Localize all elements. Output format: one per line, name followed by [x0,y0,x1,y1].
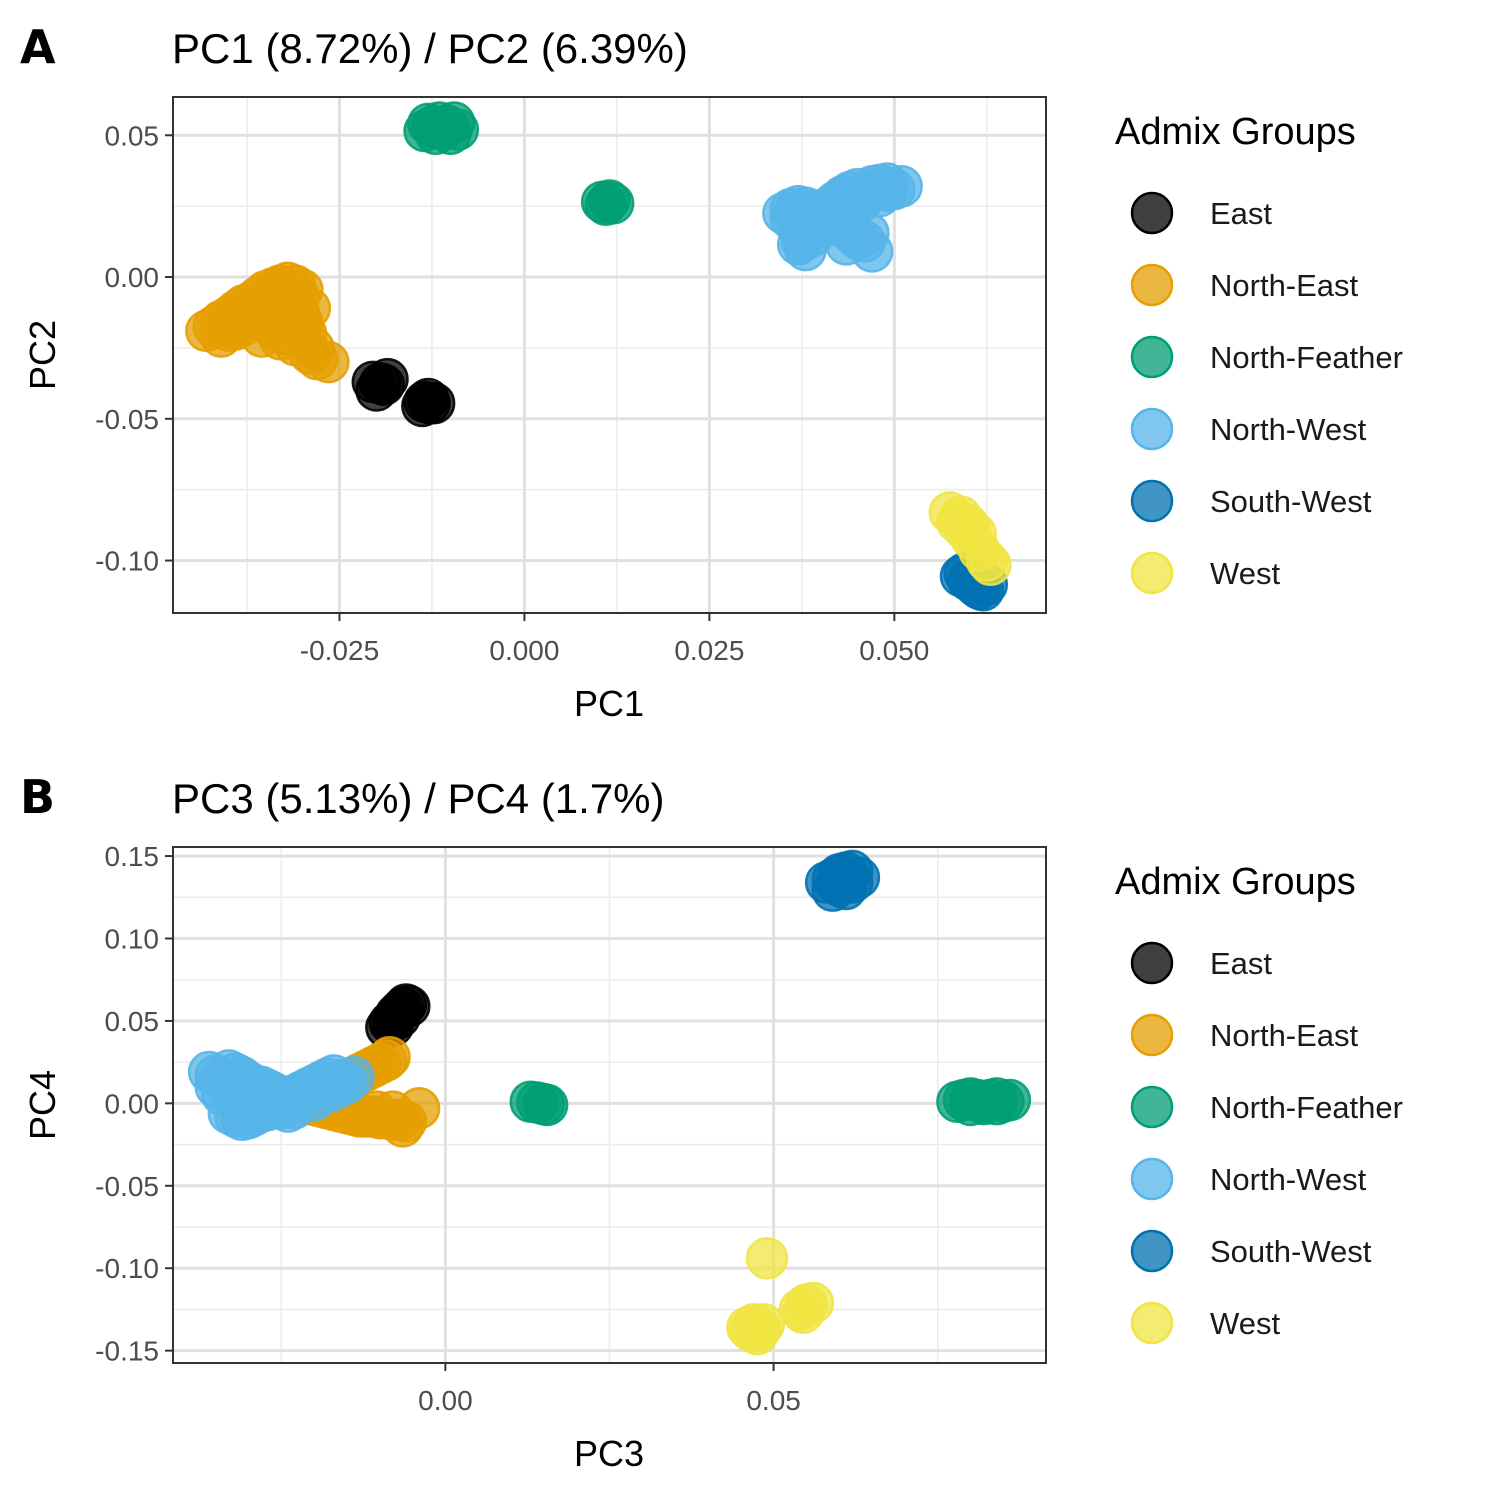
panel-b-legend-label-east: East [1210,946,1272,981]
panel-a-legend-key-south-west [1130,479,1174,523]
panel-b-y-tick-label: 0.15 [105,841,160,872]
panel-a-legend-key-north-east [1130,263,1174,307]
panel-a-x-tick-label: 0.050 [859,635,929,666]
panel-b-y-tick-label: 0.10 [105,923,160,954]
panel-b-title: PC3 (5.13%) / PC4 (1.7%) [172,775,665,822]
panel-a-tag: A [20,20,56,74]
panel-b-y-axis-title: PC4 [22,1070,63,1140]
panel-b-point-east [378,996,421,1039]
panel-a-point-north-east [277,275,321,319]
panel-a-point-north-east [225,292,269,336]
panel-a-legend-key-north-west [1130,407,1174,451]
panel-a-legend-label-south-west: South-West [1210,484,1372,519]
panel-a-y-tick-label: -0.10 [95,546,159,577]
panel-a-legend-key-north-feather [1130,335,1174,379]
panel-a-point-north-west [839,180,883,224]
panel-a-legend-label-east: East [1210,196,1272,231]
panel-a-legend-label-north-east: North-East [1210,268,1359,303]
panel-a-legend-label-north-west: North-West [1210,412,1367,447]
panel-b-legend-key-east [1130,941,1174,985]
panel-b-point-west [742,1303,786,1346]
panel-a-point-east [401,384,444,428]
panel-b-point-west [781,1291,825,1334]
panel-b-point-north-west [312,1068,356,1112]
panel-b-point-north-east [371,1090,415,1133]
panel-b-y-tick-label: -0.05 [95,1171,159,1202]
panel-a: A PC1 (8.72%) / PC2 (6.39%) -0.025 0.000 0… [20,20,1403,724]
panel-a-legend-key-east [1130,191,1174,235]
panel-b-legend-label-north-feather: North-Feather [1210,1090,1403,1125]
panel-a-point-north-west [769,197,813,241]
panel-b-legend-label-north-east: North-East [1210,1018,1359,1053]
panel-b-y-tick-label: 0.00 [105,1088,160,1119]
panel-b-x-tick-label: 0.00 [418,1385,473,1416]
panel-a-legend: Admix Groups East North-East North-Feather… [1115,111,1403,595]
panel-b-point-south-west [831,861,874,904]
panel-b-y-tick-label: -0.10 [95,1253,159,1284]
panel-a-legend-key-west [1130,551,1174,595]
panel-a-point-north-east [307,340,350,384]
panel-a-y-ticks: 0.05 0.00 -0.05 -0.10 [95,120,173,577]
panel-b-legend-key-north-west [1130,1157,1174,1201]
panel-a-points [185,101,1012,612]
panel-a-x-tick-label: -0.025 [300,635,379,666]
panel-b-legend-key-south-west [1130,1229,1174,1273]
panel-b-legend: Admix Groups East North-East North-Feather… [1115,861,1403,1345]
panel-b-point-north-east [368,1035,411,1079]
panel-a-y-tick-label: 0.00 [105,262,160,293]
panel-a-legend-label-north-feather: North-Feather [1210,340,1403,375]
panel-b-legend-label-north-west: North-West [1210,1162,1367,1197]
panel-b: B PC3 (5.13%) / PC4 (1.7%) 0.00 0.05 0.15… [20,770,1403,1474]
panel-b-point-north-feather [975,1082,1019,1126]
panel-a-point-east [366,357,409,401]
panel-b-y-tick-label: 0.05 [105,1006,160,1037]
panel-a-legend-title: Admix Groups [1115,111,1356,153]
panel-b-points [187,849,1032,1356]
panel-b-legend-key-west [1130,1301,1174,1345]
panel-b-point-north-feather [525,1083,569,1127]
panel-a-y-tick-label: 0.05 [105,120,160,151]
panel-a-point-west [954,512,997,555]
panel-a-x-tick-label: 0.025 [674,635,744,666]
panel-a-point-north-feather [406,102,450,146]
panel-a-x-tick-label: 0.000 [489,635,559,666]
panel-a-plot-border [172,96,1047,614]
panel-a-point-north-feather [584,183,628,226]
panel-b-point-north-west [194,1065,237,1109]
panel-a-point-north-west [824,223,868,266]
panel-b-legend-label-west: West [1210,1306,1280,1341]
panel-b-x-ticks: 0.00 0.05 [418,1363,801,1416]
panel-a-title: PC1 (8.72%) / PC2 (6.39%) [172,25,688,72]
panel-b-plot-border [172,846,1047,1364]
panel-b-tag: B [20,770,55,824]
panel-b-legend-title: Admix Groups [1115,861,1356,903]
panel-a-y-axis-title: PC2 [22,320,63,390]
panel-b-legend-key-north-feather [1130,1085,1174,1129]
panel-b-point-west [745,1237,789,1280]
panel-a-legend-label-west: West [1210,556,1280,591]
panel-b-y-tick-label: -0.15 [95,1336,159,1367]
panel-b-legend-label-south-west: South-West [1210,1234,1372,1269]
panel-a-x-ticks: -0.025 0.000 0.025 0.050 [300,613,929,666]
panel-b-y-ticks: 0.15 0.10 0.05 0.00 -0.05 -0.10 -0.15 [95,841,173,1367]
panel-b-legend-key-north-east [1130,1013,1174,1057]
panel-b-x-tick-label: 0.05 [746,1385,801,1416]
panel-b-x-axis-title: PC3 [574,1433,644,1474]
panel-a-x-axis-title: PC1 [574,683,644,724]
panel-a-y-tick-label: -0.05 [95,404,159,435]
